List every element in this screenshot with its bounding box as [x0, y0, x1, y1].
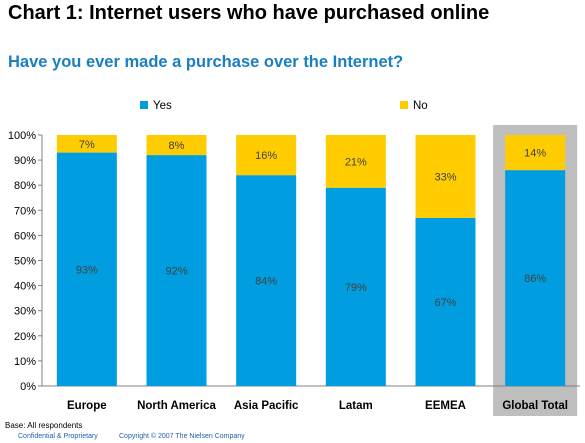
x-category-label: Latam: [339, 400, 373, 412]
chart-title: Chart 1: Internet users who have purchas…: [8, 2, 490, 24]
y-tick-label: 70%: [14, 205, 36, 217]
bar-no: [56, 135, 117, 153]
bar-yes: [146, 155, 207, 386]
bar-no: [236, 135, 297, 176]
bar-yes: [56, 152, 117, 386]
bar-no: [415, 135, 476, 218]
data-label-no: 33%: [434, 171, 456, 183]
data-label-yes: 92%: [165, 266, 187, 278]
data-label-no: 7%: [79, 139, 95, 151]
bar-yes: [415, 217, 476, 386]
y-tick-label: 40%: [14, 281, 36, 293]
data-label-no: 21%: [345, 156, 367, 168]
bar-yes: [325, 187, 386, 386]
data-label-no: 8%: [169, 140, 185, 152]
legend-label-yes: Yes: [153, 100, 172, 112]
y-tick-label: 80%: [14, 180, 36, 192]
data-label-yes: 79%: [345, 282, 367, 294]
y-tick-label: 60%: [14, 230, 36, 242]
x-category-label: Asia Pacific: [234, 400, 299, 412]
data-label-yes: 93%: [76, 264, 98, 276]
y-tick-label: 0%: [20, 381, 36, 393]
data-label-no: 16%: [255, 150, 277, 162]
y-tick-label: 30%: [14, 306, 36, 318]
bar-no: [505, 135, 566, 171]
copyright-note: Copyright © 2007 The Nielsen Company: [119, 433, 245, 440]
bar-yes: [236, 175, 297, 386]
x-category-label: North America: [137, 400, 216, 412]
bar-no: [146, 135, 207, 156]
x-category-label: Global Total: [502, 400, 568, 412]
legend-swatch-no: [400, 101, 408, 109]
data-label-yes: 84%: [255, 276, 277, 288]
data-label-yes: 67%: [434, 297, 456, 309]
x-category-label: EEMEA: [425, 400, 466, 412]
x-category-label: Europe: [67, 400, 107, 412]
confidential-note: Confidential & Proprietary: [18, 433, 98, 440]
y-tick-label: 50%: [14, 256, 36, 268]
data-label-no: 14%: [524, 148, 546, 160]
chart-subtitle: Have you ever made a purchase over the I…: [8, 53, 404, 71]
legend-label-no: No: [413, 100, 428, 112]
y-tick-label: 20%: [14, 331, 36, 343]
legend-swatch-yes: [140, 101, 148, 109]
data-label-yes: 86%: [524, 273, 546, 285]
bar-yes: [505, 170, 566, 386]
y-tick-label: 100%: [8, 130, 36, 142]
y-tick-label: 10%: [14, 356, 36, 368]
bar-no: [325, 135, 386, 188]
y-tick-label: 90%: [14, 155, 36, 167]
base-note: Base: All respondents: [5, 421, 83, 430]
